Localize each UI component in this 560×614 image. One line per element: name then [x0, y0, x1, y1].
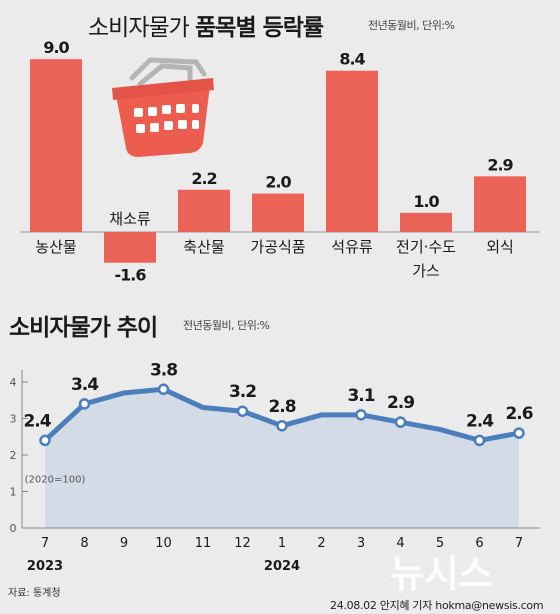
bar-chart-title: 소비자물가 품목별 등락률 — [88, 8, 324, 42]
bar-category-label: 농산물 — [35, 238, 76, 256]
x-tick-label: 7 — [515, 536, 523, 551]
bar-category-label: 석유류 — [331, 238, 373, 256]
bar-value-label: 9.0 — [43, 38, 69, 57]
bar-chart-title-bold: 품목별 등락률 — [195, 15, 324, 41]
bar-3 — [252, 193, 304, 232]
bar-value-label: 2.2 — [191, 169, 216, 188]
bar-0 — [30, 59, 82, 233]
bar-category-label: 가공식품 — [250, 238, 305, 256]
y-tick-label: 3 — [10, 413, 17, 426]
data-point — [276, 420, 288, 432]
bar-1 — [104, 232, 156, 263]
year-label: 2023 — [27, 559, 63, 574]
data-point — [394, 416, 407, 428]
point-value-label: 2.4 — [23, 411, 51, 431]
data-point — [39, 434, 51, 447]
x-tick-label: 3 — [357, 536, 365, 551]
point-value-label: 3.1 — [347, 386, 374, 406]
data-point — [78, 398, 91, 410]
data-point — [513, 427, 525, 439]
point-value-label: 3.2 — [229, 382, 256, 402]
bar-chart-title-main: 소비자물가 — [88, 15, 190, 41]
bar-value-label: 1.0 — [413, 192, 439, 211]
x-tick-label: 11 — [195, 536, 212, 551]
bar-2 — [178, 189, 230, 232]
y-tick-label: 0 — [10, 522, 17, 535]
y-tick-label: 2 — [10, 449, 17, 462]
data-point — [473, 434, 486, 447]
bar-chart: 9.0 농산물 채소류 -1.6 2.2 축산물 2.0 가공식품 8.4 석유류 1.0 전기·수도… — [20, 38, 540, 285]
source-note: 자료: 통계청 — [8, 588, 61, 599]
point-value-label: 2.8 — [268, 397, 295, 417]
point-value-label: 2.6 — [505, 404, 532, 424]
base-year-note: (2020=100) — [25, 474, 86, 485]
point-value-label: 2.9 — [387, 393, 414, 413]
series-line — [43, 386, 520, 443]
data-point — [236, 405, 249, 417]
byline-credit: 24.08.02 안지혜 기자 hokma@newsis.com — [330, 599, 544, 612]
x-tick-label: 7 — [41, 536, 49, 551]
data-point — [157, 383, 170, 396]
point-value-label: 3.4 — [71, 375, 99, 395]
point-value-label: 3.8 — [150, 360, 177, 380]
bar-chart-unit: 전년동월비, 단위:% — [368, 19, 455, 32]
bar-category-label: 축산물 — [183, 238, 224, 256]
bar-category-label: 채소류 — [109, 210, 151, 228]
data-point — [355, 409, 367, 421]
bar-6 — [474, 176, 526, 232]
area-fill — [45, 389, 519, 528]
bar-5 — [400, 212, 452, 232]
x-tick-label: 12 — [234, 536, 251, 551]
point-value-label: 2.4 — [466, 411, 494, 431]
bar-category-label: 가스 — [412, 262, 440, 280]
year-label: 2024 — [264, 559, 300, 574]
y-tick-label: 1 — [10, 486, 17, 499]
y-tick-label: 4 — [10, 376, 17, 389]
x-tick-label: 10 — [155, 536, 172, 551]
bar-value-label: -1.6 — [115, 266, 147, 285]
line-chart-title: 소비자물가 추이 — [9, 315, 158, 341]
x-tick-label: 2 — [317, 536, 325, 551]
bar-value-label: 8.4 — [339, 50, 365, 69]
bar-category-label: 외식 — [486, 238, 514, 256]
bar-value-label: 2.9 — [487, 155, 513, 174]
x-tick-label: 8 — [80, 536, 88, 551]
x-tick-label: 9 — [120, 536, 128, 551]
line-chart-unit: 전년동월비, 단위:% — [183, 319, 270, 332]
bar-4 — [326, 70, 378, 232]
x-tick-label: 1 — [278, 536, 286, 551]
bar-category-label: 전기·수도 — [396, 238, 456, 256]
bar-value-label: 2.0 — [265, 173, 291, 192]
newsis-watermark: 뉴시스 — [390, 552, 493, 596]
